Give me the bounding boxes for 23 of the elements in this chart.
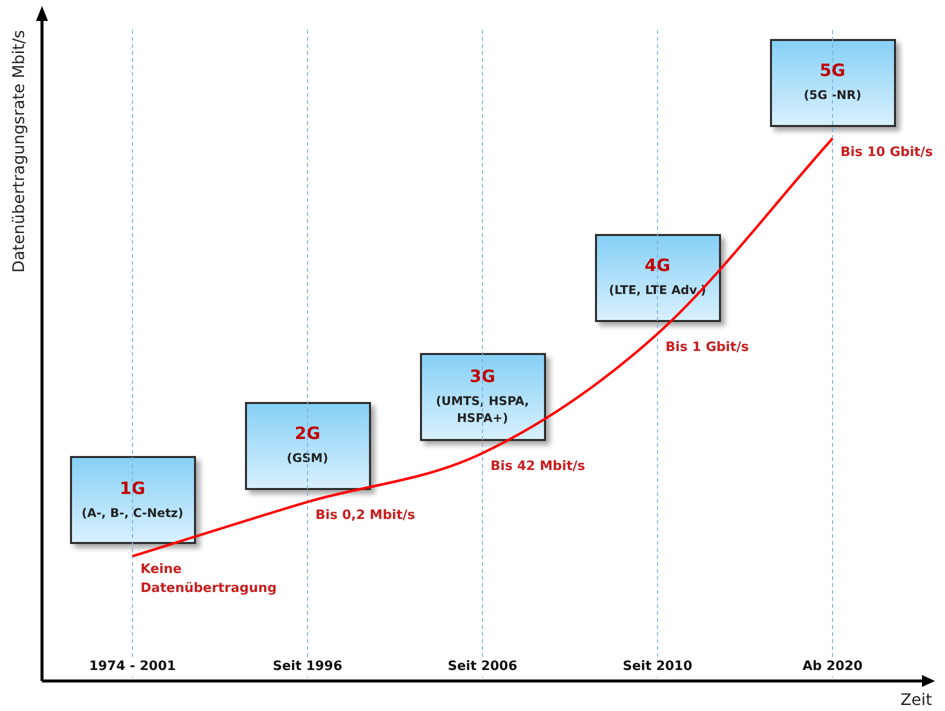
x-tick-label: Seit 1996 xyxy=(272,659,342,674)
text-box: 1G (A-, B-, C-Netz) xyxy=(70,456,196,544)
x-tick-label: Ab 2020 xyxy=(802,659,863,674)
x-tick-label: Seit 2010 xyxy=(622,659,692,674)
annotation: Bis 42 Mbit/s xyxy=(490,457,586,476)
x-axis-title: Zeit xyxy=(900,690,932,710)
annotation: 1G xyxy=(120,478,146,499)
text-box: 2G (GSM) xyxy=(244,402,370,490)
text-box: 5G (5G -NR) xyxy=(770,38,896,126)
annotation: 3G xyxy=(470,367,496,388)
annotation: (A-, B-, C-Netz) xyxy=(82,504,184,522)
x-tick-label: Seit 2006 xyxy=(448,659,518,674)
annotation: Bis 0,2 Mbit/s xyxy=(316,506,416,525)
x-tick-label: 1974 - 2001 xyxy=(89,659,176,674)
y-axis-title: Datenübertragungsrate Mbit/s xyxy=(9,30,28,273)
annotation: (UMTS, HSPA, HSPA+) xyxy=(434,393,530,428)
annotation: Bis 10 Gbit/s xyxy=(840,142,933,162)
text-box: 3G (UMTS, HSPA, HSPA+) xyxy=(420,353,546,442)
annotation: 4G xyxy=(644,256,670,276)
annotation: Bis 1 Gbit/s xyxy=(666,338,749,357)
annotation: Keine Datenübertragung xyxy=(140,560,280,598)
annotation: 2G xyxy=(294,424,320,444)
annotation: (GSM) xyxy=(286,450,328,468)
